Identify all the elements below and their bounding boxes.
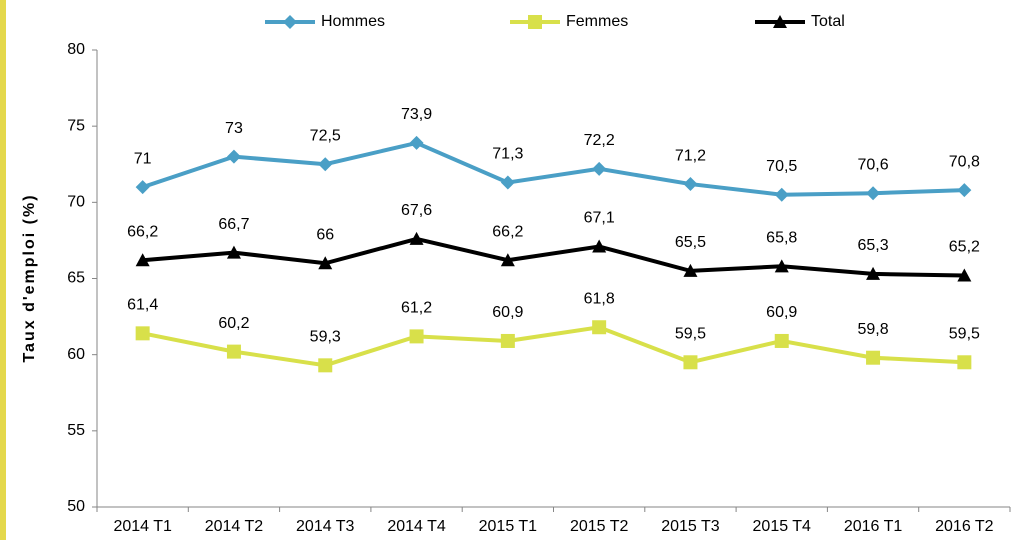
marker — [866, 266, 881, 280]
series-line — [142, 236, 965, 278]
y-tick-label: 50 — [67, 498, 85, 515]
x-tick-label: 2015 T3 — [661, 518, 720, 535]
data-label: 70,6 — [857, 156, 888, 173]
marker — [226, 245, 241, 259]
series-line — [142, 140, 965, 197]
x-tick-label: 2014 T2 — [205, 518, 264, 535]
x-tick-label: 2014 T1 — [113, 518, 172, 535]
data-label: 71 — [134, 150, 152, 167]
marker — [957, 268, 972, 282]
data-label: 73,9 — [401, 106, 432, 123]
marker — [409, 135, 424, 150]
y-axis-label: Taux d'emploi (%) — [21, 193, 38, 362]
data-label: 72,5 — [310, 127, 341, 144]
data-label: 59,8 — [857, 321, 888, 338]
marker — [500, 175, 515, 190]
marker — [135, 253, 150, 267]
marker — [866, 186, 881, 201]
marker — [500, 333, 515, 348]
data-label: 71,3 — [492, 146, 523, 163]
marker — [135, 326, 150, 341]
data-label: 67,1 — [584, 210, 615, 227]
data-label: 66,2 — [492, 223, 523, 240]
marker — [592, 239, 607, 253]
marker — [866, 350, 881, 365]
data-label: 59,5 — [949, 326, 980, 343]
marker — [774, 259, 789, 273]
legend-marker — [283, 15, 297, 29]
legend-label: Total — [811, 13, 845, 30]
data-label: 61,4 — [127, 297, 158, 314]
y-tick-label: 60 — [67, 346, 85, 363]
marker — [226, 344, 241, 359]
marker — [774, 187, 789, 202]
marker — [318, 157, 333, 172]
x-tick-label: 2016 T2 — [935, 518, 994, 535]
legend-label: Hommes — [321, 13, 385, 30]
x-tick-label: 2015 T1 — [479, 518, 538, 535]
data-label: 65,3 — [857, 237, 888, 254]
data-label: 66,7 — [218, 216, 249, 233]
marker — [683, 263, 698, 277]
marker — [409, 231, 424, 245]
data-label: 65,8 — [766, 230, 797, 247]
data-label: 60,2 — [218, 315, 249, 332]
data-label: 59,3 — [310, 329, 341, 346]
data-label: 70,8 — [949, 153, 980, 170]
x-tick-label: 2016 T1 — [844, 518, 903, 535]
marker — [500, 253, 515, 267]
marker — [683, 177, 698, 192]
data-label: 67,6 — [401, 202, 432, 219]
side-stripe — [0, 0, 6, 540]
data-label: 61,2 — [401, 300, 432, 317]
data-label: 60,9 — [492, 304, 523, 321]
legend-marker — [773, 15, 787, 28]
x-tick-label: 2015 T4 — [753, 518, 812, 535]
marker — [592, 320, 607, 335]
x-tick-label: 2014 T4 — [387, 518, 446, 535]
data-label: 70,5 — [766, 158, 797, 175]
y-tick-label: 70 — [67, 194, 85, 211]
marker — [957, 183, 972, 198]
data-label: 61,8 — [584, 290, 615, 307]
data-label: 66,2 — [127, 223, 158, 240]
y-tick-label: 80 — [67, 41, 85, 58]
marker — [318, 358, 333, 373]
data-label: 60,9 — [766, 304, 797, 321]
marker — [409, 329, 424, 344]
marker — [957, 355, 972, 370]
legend-marker — [528, 15, 542, 29]
data-label: 73 — [225, 120, 243, 137]
marker — [226, 149, 241, 164]
marker — [683, 355, 698, 370]
marker — [318, 256, 333, 270]
y-tick-label: 75 — [67, 117, 85, 134]
data-label: 72,2 — [584, 132, 615, 149]
marker — [774, 333, 789, 348]
data-label: 65,2 — [949, 239, 980, 256]
x-tick-label: 2014 T3 — [296, 518, 355, 535]
series-line — [142, 325, 965, 368]
data-label: 65,5 — [675, 234, 706, 251]
marker — [135, 180, 150, 195]
data-label: 71,2 — [675, 147, 706, 164]
y-tick-label: 65 — [67, 270, 85, 287]
legend-label: Femmes — [566, 13, 628, 30]
marker — [592, 161, 607, 176]
data-label: 59,5 — [675, 326, 706, 343]
x-tick-label: 2015 T2 — [570, 518, 629, 535]
y-tick-label: 55 — [67, 422, 85, 439]
data-label: 66 — [316, 226, 334, 243]
